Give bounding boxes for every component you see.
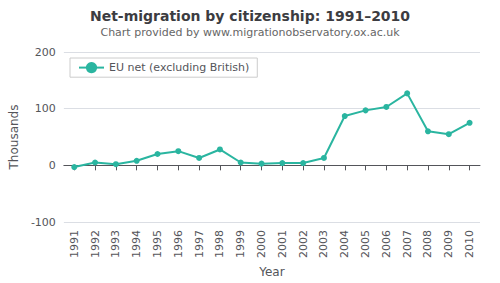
svg-text:Chart provided by www.migratio: Chart provided by www.migrationobservato… <box>100 26 400 39</box>
svg-text:1995: 1995 <box>151 230 164 258</box>
svg-text:1998: 1998 <box>213 230 226 258</box>
svg-text:1993: 1993 <box>109 230 122 258</box>
svg-text:-100: -100 <box>31 216 56 229</box>
svg-text:1996: 1996 <box>172 230 185 258</box>
svg-text:2004: 2004 <box>338 230 351 258</box>
svg-text:0: 0 <box>49 159 56 172</box>
svg-text:EU net (excluding British): EU net (excluding British) <box>109 61 249 74</box>
svg-text:2007: 2007 <box>401 230 414 258</box>
svg-text:1999: 1999 <box>234 230 247 258</box>
svg-text:2005: 2005 <box>359 230 372 258</box>
svg-text:100: 100 <box>35 102 56 115</box>
svg-text:2009: 2009 <box>442 230 455 258</box>
svg-text:200: 200 <box>35 46 56 59</box>
svg-text:1994: 1994 <box>130 230 143 258</box>
svg-text:1997: 1997 <box>193 230 206 258</box>
svg-text:2006: 2006 <box>380 230 393 258</box>
svg-text:1991: 1991 <box>68 230 81 258</box>
svg-text:2002: 2002 <box>297 230 310 258</box>
svg-text:2001: 2001 <box>276 230 289 258</box>
svg-text:1992: 1992 <box>89 230 102 258</box>
svg-text:Net-migration by citizenship:: Net-migration by citizenship: 1991–2010 <box>90 8 410 24</box>
svg-text:2008: 2008 <box>421 230 434 258</box>
svg-text:2010: 2010 <box>463 230 476 258</box>
svg-text:2000: 2000 <box>255 230 268 258</box>
svg-text:Year: Year <box>258 265 284 279</box>
svg-text:2003: 2003 <box>317 230 330 258</box>
svg-text:Thousands: Thousands <box>7 105 21 171</box>
